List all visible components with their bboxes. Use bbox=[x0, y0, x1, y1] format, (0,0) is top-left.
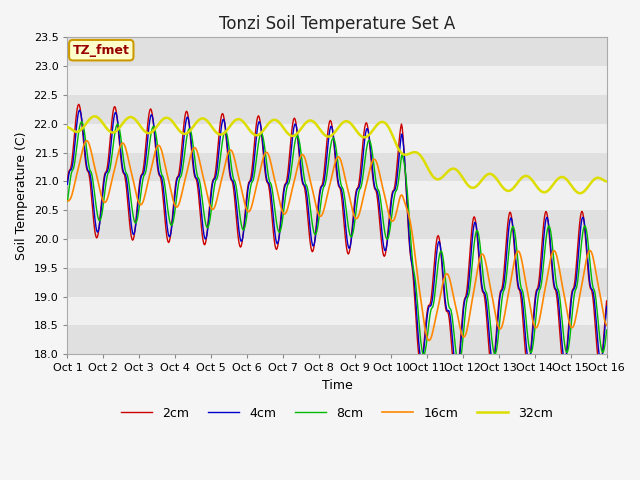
16cm bbox=[182, 171, 190, 177]
Line: 8cm: 8cm bbox=[67, 122, 607, 364]
8cm bbox=[182, 136, 190, 142]
8cm bbox=[555, 288, 563, 294]
Legend: 2cm, 4cm, 8cm, 16cm, 32cm: 2cm, 4cm, 8cm, 16cm, 32cm bbox=[116, 402, 558, 424]
4cm bbox=[76, 107, 83, 113]
32cm bbox=[577, 191, 584, 196]
16cm bbox=[63, 198, 71, 204]
4cm bbox=[330, 132, 337, 138]
32cm bbox=[435, 176, 443, 182]
2cm bbox=[382, 249, 390, 255]
Bar bbox=[67, 95, 607, 124]
16cm bbox=[330, 167, 337, 173]
8cm bbox=[382, 234, 390, 240]
4cm bbox=[382, 247, 390, 253]
Bar bbox=[67, 325, 607, 354]
Y-axis label: Soil Temperature (C): Soil Temperature (C) bbox=[15, 132, 28, 260]
2cm bbox=[206, 201, 214, 207]
8cm bbox=[63, 198, 71, 204]
4cm bbox=[453, 372, 461, 377]
16cm bbox=[206, 202, 214, 208]
32cm bbox=[91, 113, 99, 119]
Bar bbox=[67, 210, 607, 239]
4cm bbox=[182, 116, 190, 121]
16cm bbox=[603, 322, 611, 328]
16cm bbox=[382, 198, 390, 204]
8cm bbox=[435, 255, 443, 261]
Bar bbox=[67, 268, 607, 297]
2cm bbox=[435, 234, 443, 240]
Bar bbox=[67, 153, 607, 181]
8cm bbox=[330, 135, 337, 141]
4cm bbox=[206, 206, 214, 212]
4cm bbox=[603, 303, 611, 309]
Bar bbox=[67, 66, 607, 95]
Bar bbox=[67, 297, 607, 325]
8cm bbox=[78, 119, 86, 125]
32cm bbox=[206, 121, 214, 127]
Title: Tonzi Soil Temperature Set A: Tonzi Soil Temperature Set A bbox=[219, 15, 455, 33]
2cm bbox=[603, 298, 611, 304]
32cm bbox=[330, 131, 337, 137]
4cm bbox=[555, 300, 563, 306]
2cm bbox=[75, 101, 83, 107]
8cm bbox=[603, 327, 611, 333]
8cm bbox=[455, 361, 463, 367]
16cm bbox=[555, 263, 563, 268]
2cm bbox=[452, 378, 460, 384]
2cm bbox=[63, 177, 71, 183]
Line: 4cm: 4cm bbox=[67, 110, 607, 374]
8cm bbox=[206, 218, 214, 224]
X-axis label: Time: Time bbox=[322, 379, 353, 392]
32cm bbox=[382, 120, 390, 126]
Line: 16cm: 16cm bbox=[67, 141, 607, 340]
4cm bbox=[435, 239, 443, 244]
16cm bbox=[426, 337, 433, 343]
Bar bbox=[67, 181, 607, 210]
32cm bbox=[63, 124, 71, 130]
Bar bbox=[67, 37, 607, 66]
16cm bbox=[83, 138, 91, 144]
2cm bbox=[555, 314, 563, 320]
2cm bbox=[182, 108, 190, 114]
Bar bbox=[67, 239, 607, 268]
Line: 2cm: 2cm bbox=[67, 104, 607, 381]
32cm bbox=[182, 131, 190, 136]
32cm bbox=[554, 176, 562, 182]
4cm bbox=[63, 181, 71, 187]
Bar bbox=[67, 124, 607, 153]
32cm bbox=[603, 179, 611, 184]
Line: 32cm: 32cm bbox=[67, 116, 607, 193]
16cm bbox=[436, 297, 444, 302]
Text: TZ_fmet: TZ_fmet bbox=[73, 44, 130, 57]
2cm bbox=[330, 134, 337, 140]
